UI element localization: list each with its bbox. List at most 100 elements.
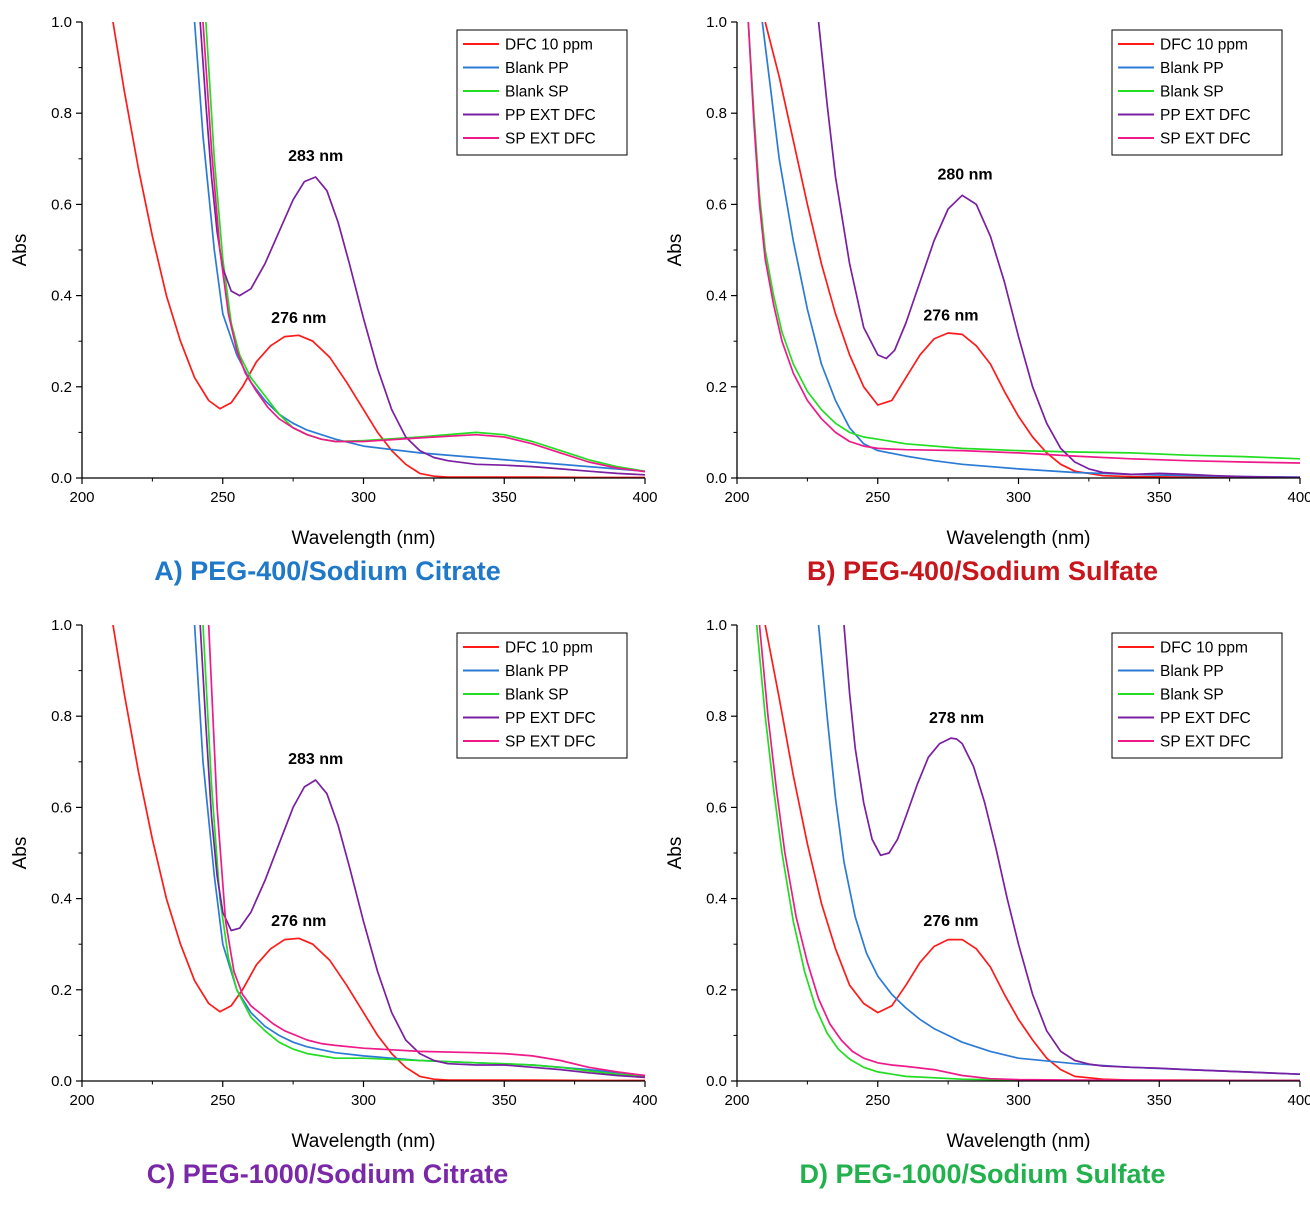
chart-b-y-tick-label: 0.2 xyxy=(706,379,727,396)
chart-d-series-dfc-10-ppm xyxy=(764,625,1300,1081)
chart-b-legend-label: DFC 10 ppm xyxy=(1160,37,1248,54)
chart-a-svg: 200 250 300 350 400 0.0 0.2 0.4 0.6 0.8 1.0 Wavelen… xyxy=(10,14,658,549)
chart-a-y-tick-label: 1.0 xyxy=(51,14,72,31)
chart-b-series-blank-sp xyxy=(747,22,1300,460)
chart-c-series-blank-sp xyxy=(202,625,645,1078)
chart-a-y-tick-label: 0.2 xyxy=(51,379,72,396)
chart-b-y-tick-label: 1.0 xyxy=(706,14,727,31)
chart-c-y-tick-label: 0.0 xyxy=(51,1073,72,1090)
chart-c-legend-label: Blank PP xyxy=(505,663,569,680)
chart-panel-d: 200 250 300 350 400 0.0 0.2 0.4 0.6 0.8 1.0 Wavelen… xyxy=(655,603,1310,1205)
chart-b-x-tick-label: 300 xyxy=(1006,489,1031,506)
chart-b-x-tick-label: 400 xyxy=(1287,489,1310,506)
chart-c-y-tick-label: 1.0 xyxy=(51,617,72,634)
chart-d-x-tick-label: 250 xyxy=(865,1092,890,1109)
chart-a-y-tick-label: 0.6 xyxy=(51,196,72,213)
chart-a-x-axis-title: Wavelength (nm) xyxy=(292,528,436,549)
chart-d-x-tick-label: 300 xyxy=(1006,1092,1031,1109)
chart-c-x-axis-title: Wavelength (nm) xyxy=(292,1131,436,1152)
chart-d-y-tick-label: 0.4 xyxy=(706,891,727,908)
chart-b-y-tick-label: 0.4 xyxy=(706,288,727,305)
chart-a-peak-label: 283 nm xyxy=(288,148,343,165)
chart-b-svg: 200 250 300 350 400 0.0 0.2 0.4 0.6 0.8 1.0 Wavelen… xyxy=(665,14,1310,549)
chart-c-x-tick-label: 400 xyxy=(632,1092,657,1109)
chart-d-y-axis-title: Abs xyxy=(665,837,686,870)
chart-b-series-pp-ext-dfc xyxy=(817,22,1300,478)
chart-a-legend-label: Blank PP xyxy=(505,60,569,77)
chart-d-peak-label: 276 nm xyxy=(923,913,978,930)
chart-d-legend-label: PP EXT DFC xyxy=(1160,710,1251,727)
chart-d-x-axis-title: Wavelength (nm) xyxy=(947,1131,1091,1152)
chart-c-peak-label: 283 nm xyxy=(288,751,343,768)
chart-d-series-sp-ext-dfc xyxy=(758,625,1300,1081)
chart-b-x-tick-label: 250 xyxy=(865,489,890,506)
chart-d-legend-label: Blank PP xyxy=(1160,663,1224,680)
chart-a-y-tick-label: 0.4 xyxy=(51,288,72,305)
chart-panel-b: 200 250 300 350 400 0.0 0.2 0.4 0.6 0.8 1.0 Wavelen… xyxy=(655,0,1310,602)
chart-d-peak-label: 278 nm xyxy=(929,710,984,727)
chart-c-legend-box xyxy=(456,632,628,759)
chart-d-y-tick-label: 0.6 xyxy=(706,799,727,816)
chart-a-x-tick-label: 400 xyxy=(632,489,657,506)
chart-b-series-sp-ext-dfc xyxy=(747,22,1300,464)
chart-d-legend-label: Blank SP xyxy=(1160,687,1224,704)
chart-b-y-tick-label: 0.0 xyxy=(706,470,727,487)
chart-a-legend-label: PP EXT DFC xyxy=(505,107,596,124)
chart-c-x-tick-label: 350 xyxy=(492,1092,517,1109)
chart-d-legend-box xyxy=(1111,632,1283,759)
chart-c-svg: 200 250 300 350 400 0.0 0.2 0.4 0.6 0.8 1.0 Wavelen… xyxy=(10,617,658,1152)
chart-c-y-tick-label: 0.6 xyxy=(51,799,72,816)
chart-b-legend-label: Blank PP xyxy=(1160,60,1224,77)
chart-d-y-tick-label: 0.2 xyxy=(706,982,727,999)
chart-b-legend-label: Blank SP xyxy=(1160,84,1224,101)
chart-c-x-tick-label: 200 xyxy=(69,1092,94,1109)
chart-a-x-tick-label: 300 xyxy=(351,489,376,506)
chart-b-caption: B) PEG-400/Sodium Sulfate xyxy=(806,556,1159,586)
chart-c-y-tick-label: 0.8 xyxy=(51,708,72,725)
chart-b-peak-label: 280 nm xyxy=(937,166,992,183)
chart-a-y-tick-label: 0.8 xyxy=(51,105,72,122)
chart-c-series-dfc-10-ppm xyxy=(112,625,645,1081)
chart-d-legend-label: DFC 10 ppm xyxy=(1160,640,1248,657)
chart-b-y-tick-label: 0.6 xyxy=(706,196,727,213)
chart-a-legend-label: SP EXT DFC xyxy=(505,131,596,148)
chart-a-x-tick-label: 250 xyxy=(210,489,235,506)
chart-d-x-tick-label: 200 xyxy=(724,1092,749,1109)
chart-a-x-tick-label: 200 xyxy=(69,489,94,506)
chart-d-y-tick-label: 0.8 xyxy=(706,708,727,725)
chart-b-legend-label: SP EXT DFC xyxy=(1160,131,1251,148)
chart-c-legend-label: SP EXT DFC xyxy=(505,734,596,751)
chart-b-y-tick-label: 0.8 xyxy=(706,105,727,122)
chart-b-peak-label: 276 nm xyxy=(923,308,978,325)
chart-b-x-tick-label: 350 xyxy=(1147,489,1172,506)
chart-a-legend-box xyxy=(456,29,628,156)
chart-a-legend-label: Blank SP xyxy=(505,84,569,101)
chart-c-legend-label: DFC 10 ppm xyxy=(505,640,593,657)
chart-c-series-sp-ext-dfc xyxy=(207,625,645,1077)
chart-panel-c: 200 250 300 350 400 0.0 0.2 0.4 0.6 0.8 1.0 Wavelen… xyxy=(0,603,658,1205)
chart-c-y-axis-title: Abs xyxy=(10,837,31,870)
chart-d-series-pp-ext-dfc xyxy=(843,625,1300,1076)
chart-c-series-pp-ext-dfc xyxy=(199,625,645,1079)
chart-c-caption: C) PEG-1000/Sodium Citrate xyxy=(146,1159,509,1189)
chart-a-x-tick-label: 350 xyxy=(492,489,517,506)
chart-b-legend: DFC 10 ppm Blank PP Blank SP PP EXT DFC SP E… xyxy=(1111,29,1283,156)
chart-c-x-tick-label: 300 xyxy=(351,1092,376,1109)
chart-a-series-dfc-10-ppm xyxy=(112,22,645,478)
chart-c-legend-label: Blank SP xyxy=(505,687,569,704)
chart-a-legend: DFC 10 ppm Blank PP Blank SP PP EXT DFC SP E… xyxy=(456,29,628,156)
chart-a-caption: A) PEG-400/Sodium Citrate xyxy=(154,556,501,586)
chart-c-x-tick-label: 250 xyxy=(210,1092,235,1109)
chart-a-y-axis-title: Abs xyxy=(10,234,31,267)
chart-d-y-tick-label: 0.0 xyxy=(706,1073,727,1090)
chart-b-y-axis-title: Abs xyxy=(665,234,686,267)
chart-d-legend: DFC 10 ppm Blank PP Blank SP PP EXT DFC SP E… xyxy=(1111,632,1283,759)
chart-b-x-tick-label: 200 xyxy=(724,489,749,506)
chart-c-y-tick-label: 0.4 xyxy=(51,891,72,908)
chart-c-legend-label: PP EXT DFC xyxy=(505,710,596,727)
chart-a-series-sp-ext-dfc xyxy=(202,22,645,473)
chart-c-y-tick-label: 0.2 xyxy=(51,982,72,999)
chart-d-svg: 200 250 300 350 400 0.0 0.2 0.4 0.6 0.8 1.0 Wavelen… xyxy=(665,617,1310,1152)
chart-d-legend-label: SP EXT DFC xyxy=(1160,734,1251,751)
chart-d-x-tick-label: 400 xyxy=(1287,1092,1310,1109)
